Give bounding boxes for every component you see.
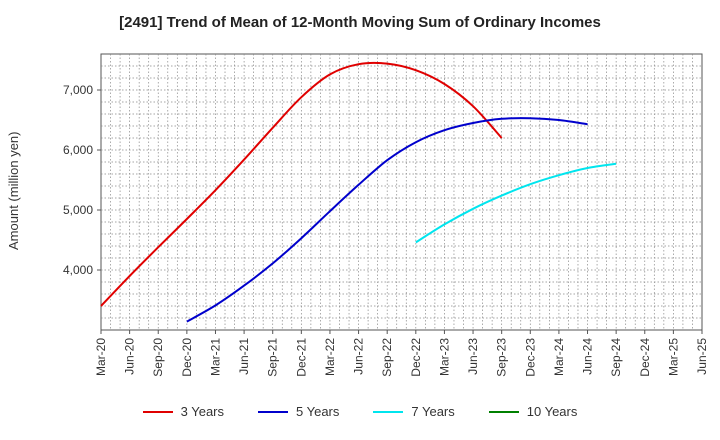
legend-item-5-years: 5 Years	[258, 404, 339, 419]
legend-item-7-years: 7 Years	[373, 404, 455, 419]
legend-label-5-years: 5 Years	[296, 404, 340, 419]
x-tick-label: Dec-22	[409, 338, 423, 377]
x-tick-label: Dec-20	[180, 338, 194, 377]
x-tick-label: Jun-22	[352, 338, 366, 375]
x-tick-label: Mar-20	[94, 338, 108, 376]
legend-item-3-years: 3 Years	[142, 404, 224, 419]
x-tick-label: Sep-22	[380, 338, 394, 377]
legend-swatch-5-years	[258, 410, 288, 413]
x-tick-label: Mar-21	[208, 338, 222, 376]
x-tick-label: Jun-25	[695, 338, 709, 375]
x-tick-label: Mar-25	[666, 338, 680, 376]
x-tick-label: Dec-21	[294, 338, 308, 377]
legend-swatch-3-years	[142, 410, 173, 413]
series-layer	[100, 61, 617, 323]
plot-frame	[100, 53, 703, 331]
x-tick-label: Dec-24	[638, 338, 652, 377]
series-line-5-years	[186, 117, 588, 323]
y-tick-label: 4,000	[63, 263, 93, 277]
legend: 3 Years 5 Years 7 Years 10 Years	[0, 404, 720, 419]
legend-label-7-years: 7 Years	[411, 404, 455, 419]
legend-swatch-7-years	[373, 410, 404, 413]
legend-item-10-years: 10 Years	[488, 404, 578, 419]
series-line-7-years	[415, 162, 617, 244]
legend-swatch-10-years	[488, 410, 519, 413]
x-tick-label: Mar-24	[552, 338, 566, 376]
grid-layer	[100, 53, 703, 331]
y-tick-label: 6,000	[63, 143, 93, 157]
x-tick-label: Jun-21	[237, 338, 251, 375]
legend-label-3-years: 3 Years	[180, 404, 224, 419]
x-tick-label: Sep-21	[266, 338, 280, 377]
axis-layer: 4,000 5,000 6,000 7,000 Mar-20 Jun-20 Sep-20 De…	[63, 83, 709, 377]
x-tick-label: Mar-22	[323, 338, 337, 376]
x-tick-label: Sep-23	[495, 338, 509, 377]
x-tick-label: Sep-24	[609, 338, 623, 377]
x-tick-label: Sep-20	[151, 338, 165, 377]
x-tick-label: Mar-23	[437, 338, 451, 376]
x-tick-label: Dec-23	[523, 338, 537, 377]
chart-title: [2491] Trend of Mean of 12-Month Moving …	[119, 14, 601, 31]
x-tick-label: Jun-20	[123, 338, 137, 375]
x-tick-label: Jun-24	[581, 338, 595, 375]
y-tick-label: 7,000	[63, 83, 93, 97]
series-line-3-years	[100, 61, 503, 307]
y-tick-label: 5,000	[63, 203, 93, 217]
legend-label-10-years: 10 Years	[526, 404, 578, 419]
x-tick-label: Jun-23	[466, 338, 480, 375]
